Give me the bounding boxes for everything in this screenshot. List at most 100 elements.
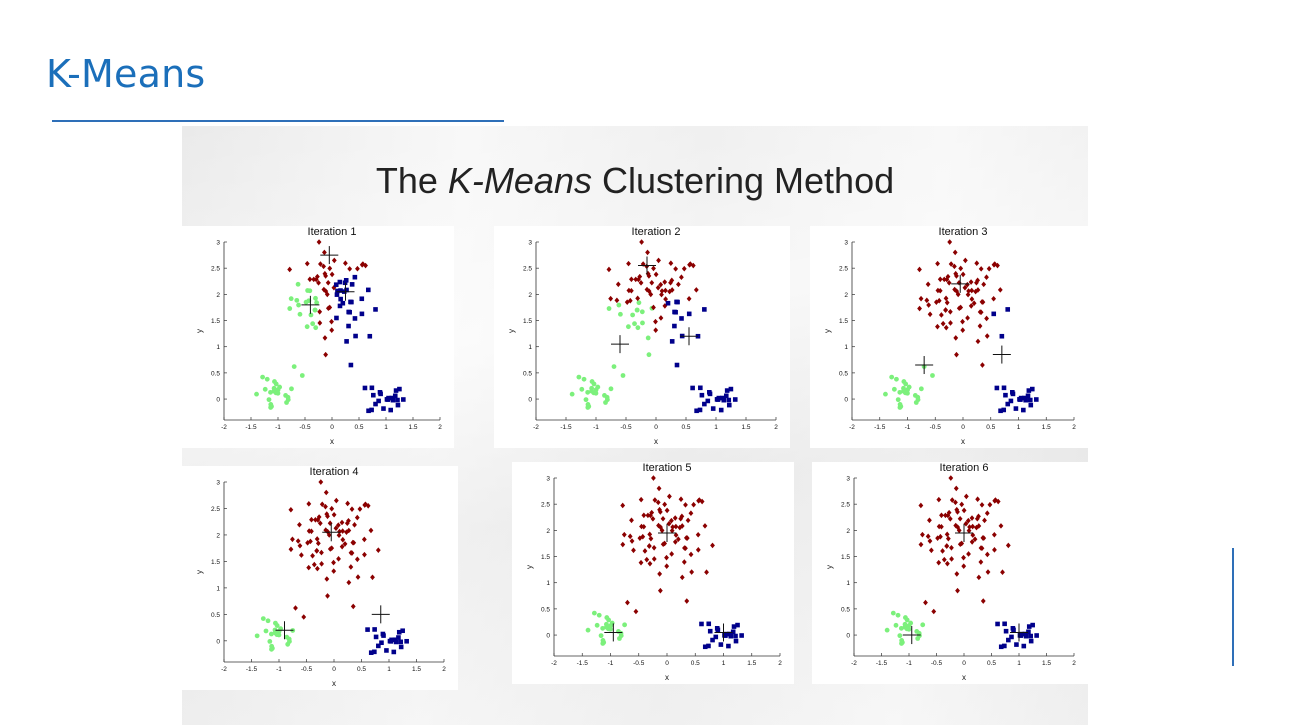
data-point-top-cluster: [957, 515, 963, 522]
data-point-top-cluster: [346, 579, 352, 586]
data-point-left-cluster: [898, 404, 904, 409]
data-point-top-cluster: [949, 497, 955, 503]
data-point-top-cluster: [656, 485, 662, 492]
data-point-left-cluster: [272, 627, 278, 633]
data-point-top-cluster: [931, 608, 937, 615]
data-point-top-cluster: [666, 520, 672, 527]
data-point-top-cluster: [314, 547, 320, 554]
data-point-top-cluster: [918, 541, 924, 548]
data-point-top-cluster: [315, 540, 321, 547]
data-point-left-cluster: [616, 302, 622, 308]
data-point-right-cluster: [1021, 643, 1027, 649]
data-point-right-cluster: [338, 288, 343, 293]
data-point-top-cluster: [699, 498, 705, 505]
data-point-top-cluster: [969, 515, 975, 521]
data-point-right-cluster: [1009, 634, 1014, 640]
data-point-top-cluster: [333, 525, 339, 532]
data-point-right-cluster: [1014, 642, 1019, 647]
data-point-top-cluster: [659, 291, 664, 298]
data-point-top-cluster: [953, 270, 959, 277]
data-point-top-cluster: [702, 523, 708, 529]
data-point-left-cluster: [625, 324, 631, 330]
data-point-top-cluster: [667, 493, 672, 500]
data-point-top-cluster: [329, 327, 335, 333]
y-tick-label: 2.5: [839, 266, 848, 273]
data-point-right-cluster: [381, 406, 386, 411]
data-point-right-cluster: [376, 643, 381, 649]
data-point-right-cluster: [353, 333, 358, 339]
data-point-left-cluster: [902, 621, 908, 627]
data-point-left-cluster: [889, 374, 895, 380]
data-point-right-cluster: [372, 649, 377, 655]
data-point-right-cluster: [713, 634, 719, 640]
data-point-top-cluster: [331, 257, 337, 264]
y-tick-label: 2.5: [211, 266, 220, 273]
data-point-right-cluster: [400, 628, 405, 634]
data-point-top-cluster: [927, 538, 933, 544]
accent-bar: [1232, 548, 1234, 666]
data-point-top-cluster: [964, 281, 970, 288]
data-point-top-cluster: [659, 527, 665, 534]
data-point-top-cluster: [945, 273, 951, 280]
data-point-right-cluster: [739, 633, 744, 638]
data-point-left-cluster: [291, 364, 297, 369]
x-tick-label: -1: [906, 660, 912, 667]
y-tick-label: 0: [216, 397, 220, 404]
data-point-top-cluster: [986, 265, 992, 272]
data-point-right-cluster: [369, 407, 374, 413]
data-point-top-cluster: [673, 532, 679, 538]
data-point-top-cluster: [944, 299, 950, 306]
data-point-right-cluster: [334, 292, 340, 297]
data-point-top-cluster: [323, 273, 329, 279]
data-point-left-cluster: [603, 400, 608, 405]
data-point-left-cluster: [908, 620, 914, 626]
data-point-top-cluster: [325, 279, 331, 286]
data-point-top-cluster: [997, 287, 1003, 293]
data-point-top-cluster: [938, 533, 943, 540]
data-point-left-cluster: [906, 626, 912, 632]
data-point-top-cluster: [375, 547, 381, 553]
data-point-left-cluster: [897, 389, 903, 395]
data-point-right-cluster: [699, 392, 705, 398]
plot-panel-1: Iteration 1 -2 -1.5 -1 -0.5 0 0.5 1 1.5 2 0 0.5 1 1.5…: [182, 226, 454, 448]
y-tick-label: 1.5: [541, 554, 550, 561]
data-point-left-cluster: [884, 627, 890, 633]
slide-title: K-Means: [46, 52, 206, 96]
data-point-top-cluster: [647, 531, 653, 538]
x-tick-label: 1: [714, 424, 718, 431]
x-tick-label: 0.5: [987, 660, 996, 667]
data-point-top-cluster: [941, 276, 947, 283]
data-point-top-cluster: [313, 276, 319, 283]
data-point-left-cluster: [576, 374, 582, 380]
data-point-top-cluster: [679, 523, 685, 529]
x-tick-label: 2: [442, 666, 446, 673]
data-point-top-cluster: [679, 274, 684, 280]
data-point-left-cluster: [632, 321, 637, 327]
data-point-right-cluster: [698, 385, 703, 391]
data-point-top-cluster: [980, 299, 986, 305]
data-point-top-cluster: [352, 522, 357, 528]
data-point-right-cluster: [672, 323, 677, 329]
data-point-top-cluster: [323, 351, 329, 358]
x-tick-label: 1: [1017, 660, 1021, 667]
y-tick-label: 2: [528, 292, 532, 299]
plot-iteration-2: Iteration 2 -2 -1.5 -1 -0.5 0 0.5 1 1.5 2 0 0.5 1 1.5…: [507, 226, 778, 446]
data-point-left-cluster: [899, 640, 905, 645]
data-point-top-cluster: [947, 309, 953, 315]
y-tick-label: 0.5: [839, 370, 848, 377]
data-point-top-cluster: [354, 514, 360, 521]
x-tick-label: 1.5: [412, 666, 421, 673]
data-point-top-cluster: [638, 280, 644, 286]
data-point-top-cluster: [943, 324, 949, 331]
plot-title: Iteration 2: [632, 226, 681, 238]
plot-title: Iteration 3: [939, 226, 988, 238]
data-point-right-cluster: [690, 385, 695, 391]
data-point-left-cluster: [596, 612, 602, 618]
data-point-left-cluster: [913, 400, 919, 405]
data-point-right-cluster: [1026, 388, 1032, 393]
data-point-top-cluster: [315, 517, 321, 523]
data-point-top-cluster: [936, 523, 942, 530]
data-point-right-cluster: [373, 634, 379, 640]
data-point-left-cluster: [269, 404, 274, 409]
data-point-right-cluster: [702, 307, 707, 312]
